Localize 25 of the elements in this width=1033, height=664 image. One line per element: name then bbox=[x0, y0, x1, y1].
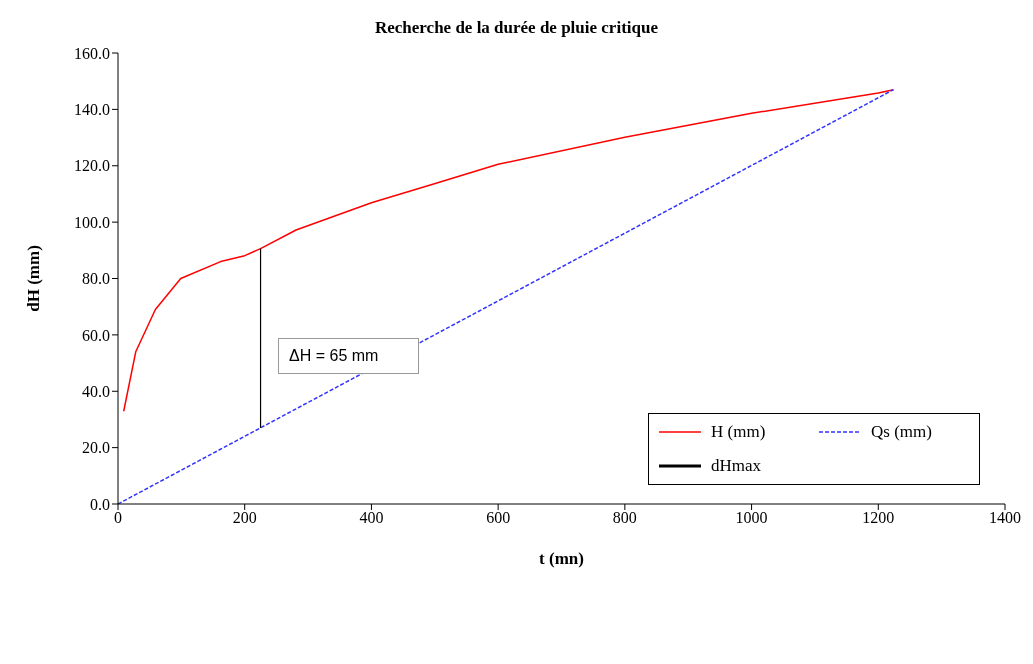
x-tick-label: 200 bbox=[232, 509, 257, 527]
x-tick-label: 1200 bbox=[862, 509, 895, 527]
y-tick-label: 0.0 bbox=[90, 495, 110, 513]
x-tick-label: 400 bbox=[359, 509, 384, 527]
y-tick-label: 160.0 bbox=[74, 44, 110, 62]
x-axis-title: t (mn) bbox=[539, 549, 584, 568]
y-tick-label: 40.0 bbox=[82, 382, 110, 400]
x-tick-label: 800 bbox=[612, 509, 637, 527]
legend-label: dHmax bbox=[711, 456, 762, 476]
y-axis-title: dH (mm) bbox=[24, 245, 44, 312]
legend-label: H (mm) bbox=[711, 422, 766, 442]
y-tick-label: 60.0 bbox=[82, 326, 110, 344]
chart-title: Recherche de la durée de pluie critique bbox=[374, 18, 659, 38]
y-tick-label: 100.0 bbox=[74, 213, 110, 231]
y-tick-label: 80.0 bbox=[82, 270, 110, 288]
x-tick-label: 1000 bbox=[735, 509, 768, 527]
y-tick-label: 140.0 bbox=[74, 101, 110, 119]
x-tick-label: 1400 bbox=[989, 509, 1021, 527]
line-series bbox=[122, 88, 895, 413]
note-box: ΔH = 65 mm bbox=[278, 338, 420, 374]
y-tick-label: 120.0 bbox=[74, 157, 110, 175]
x-tick-label: 600 bbox=[486, 509, 511, 527]
x-tick-label: 0 bbox=[114, 509, 122, 527]
legend-label: Qs (mm) bbox=[871, 422, 932, 442]
y-tick-label: 20.0 bbox=[82, 439, 110, 457]
